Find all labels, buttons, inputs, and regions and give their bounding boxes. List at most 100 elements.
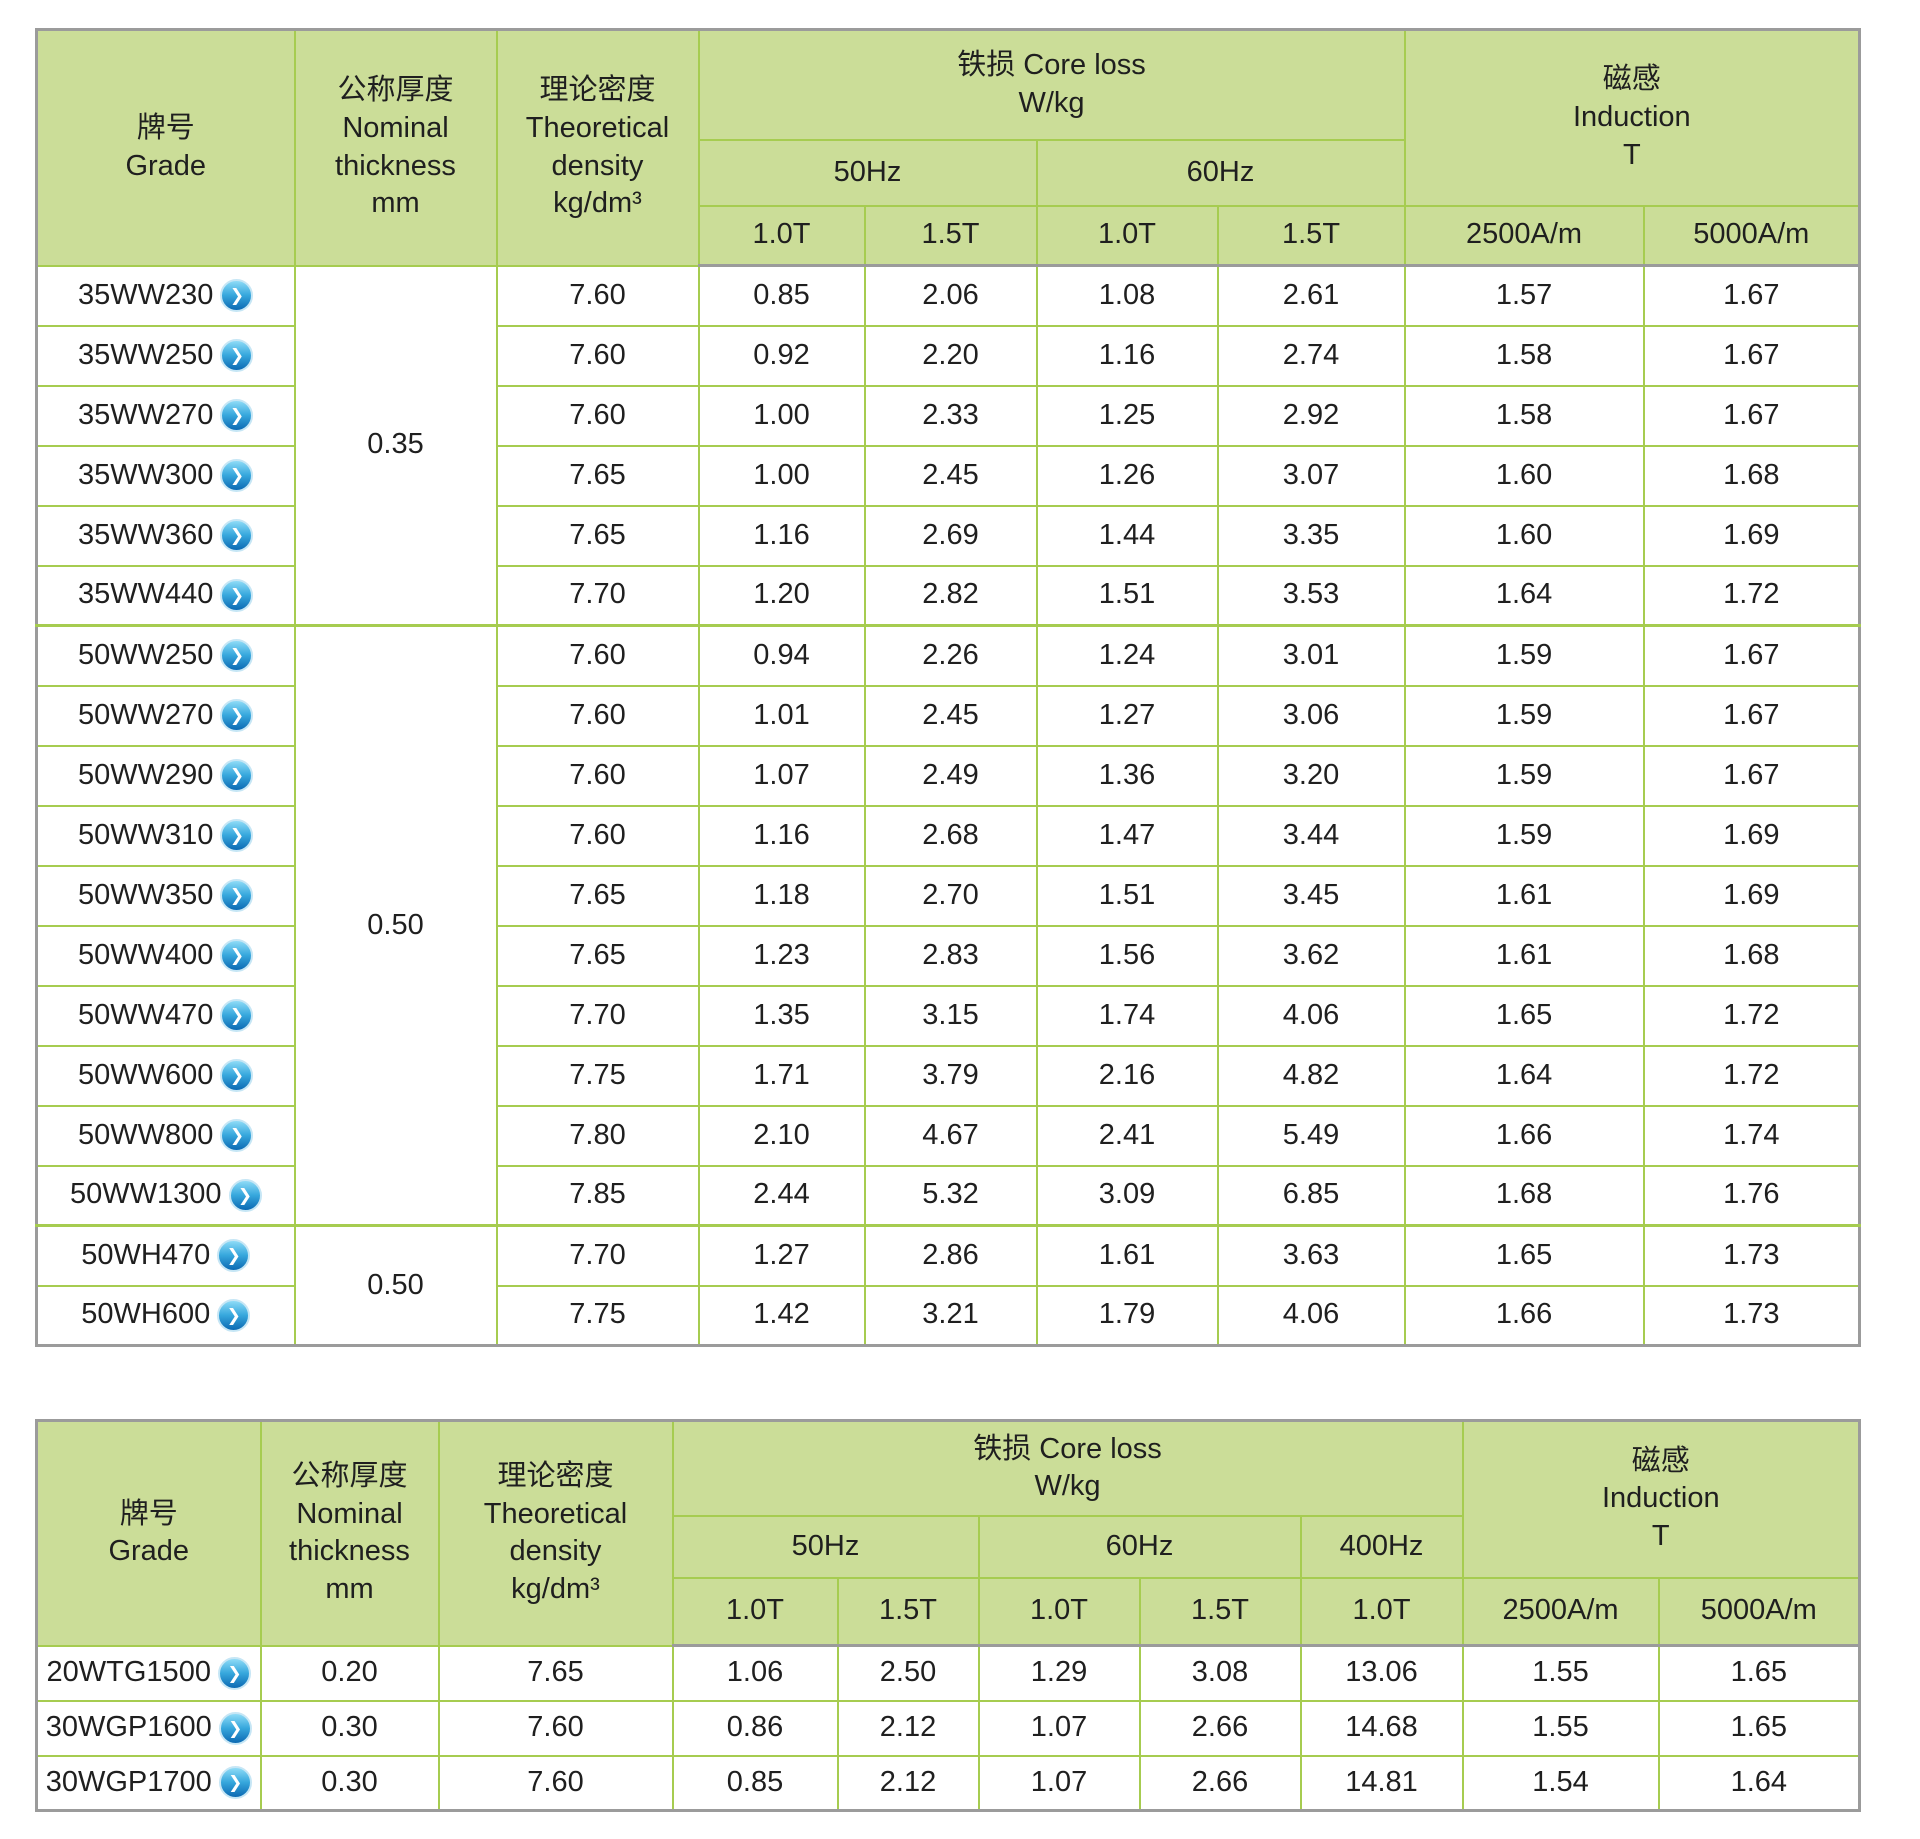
value-cell: 7.60 <box>495 624 700 687</box>
go-arrow-icon[interactable]: ❯ <box>220 578 254 612</box>
value-cell: 3.53 <box>1216 564 1406 627</box>
value-cell: 0.86 <box>671 1699 839 1757</box>
table-row: 50WW310 ❯ 7.60 1.16 2.68 1.47 3.44 1.59 1.69 <box>35 804 1861 867</box>
col-header-density: 理论密度 Theoretical density kg/dm³ <box>437 1419 674 1647</box>
value-cell: 1.61 <box>1403 924 1645 987</box>
value-cell: 7.60 <box>495 384 700 447</box>
value-cell: 14.81 <box>1299 1754 1464 1812</box>
value-cell: 7.75 <box>495 1044 700 1107</box>
go-arrow-icon[interactable]: ❯ <box>218 1711 252 1745</box>
thickness-cell: 0.30 <box>259 1754 440 1812</box>
value-cell: 7.85 <box>495 1164 700 1227</box>
go-arrow-icon[interactable]: ❯ <box>218 1766 252 1800</box>
value-cell: 7.65 <box>495 504 700 567</box>
grade: 35WW250 ❯ <box>78 337 254 375</box>
value-cell: 2.10 <box>697 1104 866 1167</box>
table-row: 50WW1300 ❯ 7.85 2.44 5.32 3.09 6.85 1.68 1.76 <box>35 1164 1861 1227</box>
value-cell: 1.66 <box>1403 1284 1645 1347</box>
value-cell: 1.67 <box>1642 744 1861 807</box>
value-cell: 2.12 <box>836 1699 980 1757</box>
grade: 50WW400 ❯ <box>78 937 254 975</box>
value-cell: 1.58 <box>1403 384 1645 447</box>
value-cell: 2.86 <box>863 1224 1038 1287</box>
go-arrow-icon[interactable]: ❯ <box>217 1656 251 1690</box>
table-row: 35WW440 ❯ 7.70 1.20 2.82 1.51 3.53 1.64 1.72 <box>35 564 1861 627</box>
grade-label: 35WW360 <box>78 518 214 551</box>
value-cell: 1.27 <box>1035 684 1219 747</box>
value-cell: 7.65 <box>495 924 700 987</box>
value-cell: 2.83 <box>863 924 1038 987</box>
go-arrow-icon[interactable]: ❯ <box>220 459 254 492</box>
col-header-thickness: 公称厚度 Nominal thickness mm <box>259 1419 440 1647</box>
go-arrow-icon[interactable]: ❯ <box>220 279 254 312</box>
grade-cell: 35WW300 ❯ <box>35 444 296 507</box>
grade-label: 50WW1300 <box>69 1178 222 1211</box>
grade: 35WW360 ❯ <box>78 517 254 555</box>
value-cell: 1.68 <box>1642 444 1861 507</box>
go-arrow-icon[interactable]: ❯ <box>220 339 254 372</box>
value-cell: 7.60 <box>495 744 700 807</box>
go-arrow-icon[interactable]: ❯ <box>217 1298 251 1332</box>
grade: 50WW600 ❯ <box>78 1057 254 1095</box>
grade-cell: 50WW1300 ❯ <box>35 1164 296 1227</box>
go-arrow-icon[interactable]: ❯ <box>217 1239 251 1273</box>
value-cell: 1.69 <box>1642 504 1861 567</box>
value-cell: 1.24 <box>1035 624 1219 687</box>
thickness-cell: 0.50 <box>293 624 498 1227</box>
grade-label: 30WGP1700 <box>45 1765 212 1798</box>
header-row: 1.0T 1.5T 1.0T 1.5T 2500A/m 5000A/m <box>37 204 1861 267</box>
go-arrow-icon[interactable]: ❯ <box>220 519 254 552</box>
grade: 50WW250 ❯ <box>78 637 254 675</box>
col-header-50hz: 50Hz <box>697 138 1038 207</box>
go-arrow-icon[interactable]: ❯ <box>220 1119 254 1152</box>
col-header-50hz-15t: 1.5T <box>836 1576 980 1647</box>
col-header-5000am: 5000A/m <box>1642 204 1861 267</box>
grade-label: 50WW250 <box>78 638 214 671</box>
go-arrow-icon[interactable]: ❯ <box>220 399 254 432</box>
value-cell: 1.66 <box>1403 1104 1645 1167</box>
col-header-induction: 磁感 Induction T <box>1403 28 1861 207</box>
go-arrow-icon[interactable]: ❯ <box>228 1178 262 1212</box>
grade-label: 50WW290 <box>78 758 214 791</box>
value-cell: 7.60 <box>437 1699 674 1757</box>
value-cell: 1.18 <box>697 864 866 927</box>
table-row: 50WW600 ❯ 7.75 1.71 3.79 2.16 4.82 1.64 1.72 <box>35 1044 1861 1107</box>
go-arrow-icon[interactable]: ❯ <box>220 639 254 673</box>
grade-label: 50WW270 <box>78 698 214 731</box>
value-cell: 6.85 <box>1216 1164 1406 1227</box>
go-arrow-icon[interactable]: ❯ <box>220 819 254 852</box>
go-arrow-icon[interactable]: ❯ <box>220 699 254 732</box>
col-header-50hz-10t: 1.0T <box>697 204 866 267</box>
value-cell: 1.29 <box>977 1644 1141 1702</box>
grade-cell: 50WW470 ❯ <box>35 984 296 1047</box>
value-cell: 1.00 <box>697 384 866 447</box>
go-arrow-icon[interactable]: ❯ <box>220 999 254 1032</box>
value-cell: 1.64 <box>1403 1044 1645 1107</box>
go-arrow-icon[interactable]: ❯ <box>220 939 254 972</box>
grade-cell: 50WW310 ❯ <box>35 804 296 867</box>
go-arrow-icon[interactable]: ❯ <box>220 759 254 792</box>
value-cell: 5.32 <box>863 1164 1038 1227</box>
col-header-60hz-15t: 1.5T <box>1138 1576 1302 1647</box>
value-cell: 0.92 <box>697 324 866 387</box>
value-cell: 1.36 <box>1035 744 1219 807</box>
col-header-60hz-10t: 1.0T <box>977 1576 1141 1647</box>
col-header-2500am: 2500A/m <box>1461 1576 1660 1647</box>
value-cell: 1.72 <box>1642 564 1861 627</box>
value-cell: 1.67 <box>1642 384 1861 447</box>
grade-cell: 50WW350 ❯ <box>35 864 296 927</box>
value-cell: 3.07 <box>1216 444 1406 507</box>
value-cell: 1.79 <box>1035 1284 1219 1347</box>
table2-body: 20WTG1500 ❯ 0.20 7.65 1.06 2.50 1.29 3.08 13.06 1… <box>35 1644 1861 1812</box>
header-row: 50Hz 60Hz 400Hz <box>37 1514 1860 1579</box>
value-cell: 0.94 <box>697 624 866 687</box>
value-cell: 1.08 <box>1035 264 1219 327</box>
col-header-core-loss: 铁损 Core loss W/kg <box>671 1419 1464 1517</box>
go-arrow-icon[interactable]: ❯ <box>220 1059 254 1092</box>
go-arrow-icon[interactable]: ❯ <box>220 879 254 912</box>
value-cell: 1.07 <box>697 744 866 807</box>
value-cell: 2.49 <box>863 744 1038 807</box>
grade: 30WGP1600 ❯ <box>46 1709 252 1747</box>
value-cell: 1.67 <box>1642 684 1861 747</box>
grade-cell: 50WW400 ❯ <box>35 924 296 987</box>
